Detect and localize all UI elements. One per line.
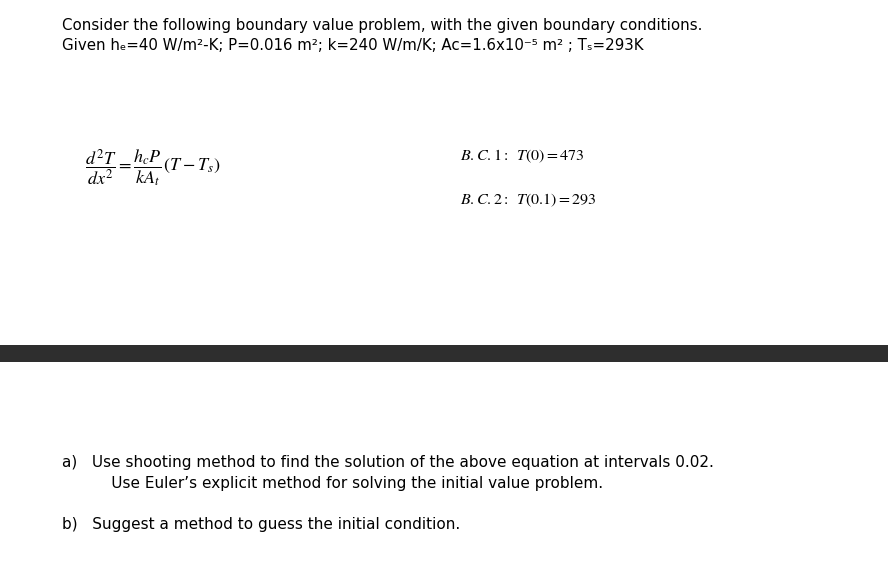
Text: $\it{B.C.1:}\;\;T(0)= 473$: $\it{B.C.1:}\;\;T(0)= 473$ bbox=[460, 148, 584, 165]
Text: Use Euler’s explicit method for solving the initial value problem.: Use Euler’s explicit method for solving … bbox=[82, 476, 603, 491]
Text: $\dfrac{d^2T}{dx^2} = \dfrac{h_cP}{kA_t}\,(T - T_s)$: $\dfrac{d^2T}{dx^2} = \dfrac{h_cP}{kA_t}… bbox=[85, 148, 220, 188]
Text: Given hₑ=40 W/m²-K; P=0.016 m²; k=240 W/m/K; Ac=1.6x10⁻⁵ m² ; Tₛ=293K: Given hₑ=40 W/m²-K; P=0.016 m²; k=240 W/… bbox=[62, 38, 644, 53]
Bar bbox=[0, 345, 888, 362]
Text: b)   Suggest a method to guess the initial condition.: b) Suggest a method to guess the initial… bbox=[62, 517, 460, 532]
Text: Consider the following boundary value problem, with the given boundary condition: Consider the following boundary value pr… bbox=[62, 18, 702, 33]
Text: $\it{B.C.2:}\;\;T(0.1)= 293$: $\it{B.C.2:}\;\;T(0.1)= 293$ bbox=[460, 192, 597, 209]
Text: a)   Use shooting method to find the solution of the above equation at intervals: a) Use shooting method to find the solut… bbox=[62, 455, 714, 470]
